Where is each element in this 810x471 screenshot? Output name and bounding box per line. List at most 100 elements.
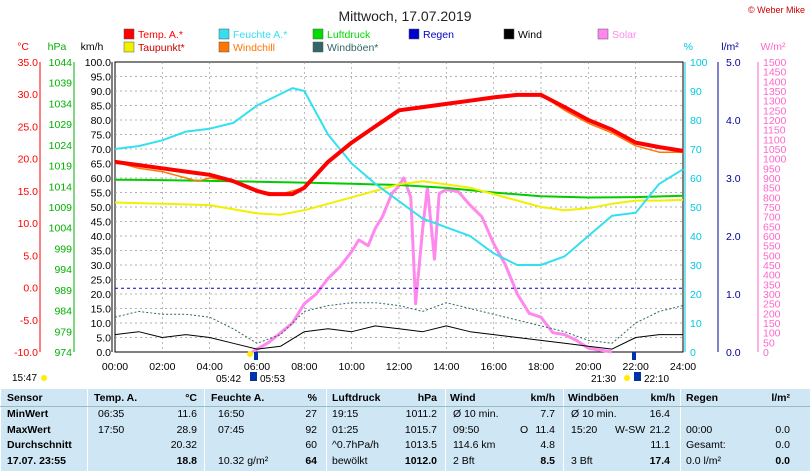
axis-tick-solar: 250 bbox=[763, 299, 781, 311]
axis-tick-rain: 5.0 bbox=[726, 57, 741, 69]
axis-tick-c: 5.0 bbox=[23, 250, 38, 262]
axis-tick-c: -5.0 bbox=[20, 315, 38, 327]
axis-tick-kmh: 60.0 bbox=[91, 173, 112, 185]
axis-tick-kmh: 20.0 bbox=[91, 289, 112, 301]
hum-value: 27 bbox=[305, 408, 317, 420]
legend-label: Solar bbox=[612, 29, 637, 41]
moon-icon bbox=[634, 372, 641, 381]
sunrise-time-2: 05:53 bbox=[260, 374, 285, 385]
axis-tick-kmh: 25.0 bbox=[91, 275, 112, 287]
axis-tick-kmh: 80.0 bbox=[91, 115, 112, 127]
axis-tick-kmh: 90.0 bbox=[91, 86, 112, 98]
rain-value: 0.0 bbox=[775, 439, 790, 451]
axis-tick-solar: 950 bbox=[763, 163, 781, 175]
press-value: 1015.7 bbox=[404, 423, 437, 436]
row-label: MinWert bbox=[7, 408, 49, 420]
legend-label: Luftdruck bbox=[327, 29, 371, 41]
legend-swatch bbox=[312, 41, 324, 53]
table-divider bbox=[87, 389, 88, 471]
press-value: 1012.0 bbox=[404, 454, 437, 467]
temp-value: 18.8 bbox=[176, 454, 197, 467]
axis-tick-hpa: 999 bbox=[54, 243, 72, 255]
axis-unit-kmh: km/h bbox=[81, 41, 104, 53]
legend-swatch bbox=[503, 28, 515, 40]
axis-tick-hpa: 979 bbox=[54, 326, 72, 338]
wind-label: 09:50 bbox=[453, 423, 480, 436]
chart-title: Mittwoch, 17.07.2019 bbox=[338, 8, 471, 24]
axis-unit-solar: W/m² bbox=[760, 41, 786, 53]
axis-tick-c: 10.0 bbox=[18, 218, 39, 230]
temp-time: 17:50 bbox=[98, 423, 125, 436]
legend-label: Windchill bbox=[233, 42, 275, 54]
table-divider bbox=[445, 389, 446, 471]
axis-tick-hpa: 1039 bbox=[49, 78, 73, 90]
axis-tick-solar: 1500 bbox=[763, 57, 787, 69]
axis-tick-kmh: 75.0 bbox=[91, 130, 112, 142]
weather-chart: Mittwoch, 17.07.2019 © Weber Mike Temp. … bbox=[12, 5, 805, 385]
axis-tick-pct: 40 bbox=[690, 231, 702, 243]
hum-time: 10.32 g/m² bbox=[218, 454, 269, 467]
axis-tick-solar: 1300 bbox=[763, 96, 787, 108]
axis-tick-hpa: 1009 bbox=[49, 202, 73, 214]
rain-value: 0.0 bbox=[775, 423, 790, 436]
x-tick-label: 12:00 bbox=[386, 361, 412, 373]
axis-tick-solar: 0 bbox=[763, 347, 769, 359]
legend-swatch bbox=[123, 28, 135, 40]
rain-label: 00:00 bbox=[686, 423, 713, 436]
header-gust-unit: km/h bbox=[650, 392, 675, 404]
axis-tick-hpa: 1024 bbox=[49, 140, 73, 152]
legend-swatch bbox=[312, 28, 324, 40]
wind-value: 7.7 bbox=[540, 408, 555, 420]
axis-tick-rain: 1.0 bbox=[726, 289, 741, 301]
header-sensor: Sensor bbox=[7, 392, 43, 404]
sun-icon bbox=[41, 375, 47, 381]
axis-tick-kmh: 65.0 bbox=[91, 159, 112, 171]
axis-tick-solar: 1000 bbox=[763, 154, 787, 166]
gust-label: Ø 10 min. bbox=[571, 408, 617, 420]
axis-tick-solar: 1150 bbox=[763, 125, 786, 137]
axis-tick-kmh: 0.0 bbox=[96, 347, 111, 359]
header-wind-unit: km/h bbox=[530, 392, 555, 404]
press-value: 1013.5 bbox=[404, 439, 437, 451]
press-time: 01:25 bbox=[332, 423, 359, 436]
axis-tick-rain: 2.0 bbox=[726, 231, 741, 243]
table-divider bbox=[563, 389, 564, 471]
axis-tick-hpa: 1044 bbox=[49, 57, 73, 69]
axis-tick-rain: 4.0 bbox=[726, 115, 741, 127]
axis-tick-hpa: 994 bbox=[54, 264, 72, 276]
axis-tick-solar: 100 bbox=[763, 328, 781, 340]
axis-tick-kmh: 15.0 bbox=[91, 304, 112, 316]
axis-tick-pct: 20 bbox=[690, 289, 702, 301]
axis-tick-c: 0.0 bbox=[23, 283, 38, 295]
sun-icon bbox=[247, 351, 253, 357]
axis-tick-hpa: 984 bbox=[54, 306, 72, 318]
wind-label: Ø 10 min. bbox=[453, 408, 499, 420]
axis-tick-kmh: 70.0 bbox=[91, 144, 112, 156]
table-divider bbox=[204, 389, 205, 471]
sunrise-time: 05:42 bbox=[216, 374, 241, 385]
rain-label: Gesamt: bbox=[686, 439, 726, 451]
legend-label: Taupunkt* bbox=[138, 42, 185, 54]
wind-label: 114.6 km bbox=[453, 439, 496, 451]
header-press: Luftdruck bbox=[332, 392, 381, 404]
axis-tick-c: 25.0 bbox=[18, 121, 39, 133]
gust-label: 3 Bft bbox=[571, 454, 593, 467]
axis-tick-c: 30.0 bbox=[18, 89, 39, 101]
axis-tick-c: -10.0 bbox=[14, 347, 38, 359]
axis-tick-solar: 1350 bbox=[763, 86, 787, 98]
press-time: 19:15 bbox=[332, 408, 359, 420]
table-divider bbox=[326, 389, 327, 471]
axis-tick-solar: 400 bbox=[763, 270, 781, 282]
table-divider bbox=[680, 389, 681, 471]
gust-direction: W-SW bbox=[615, 423, 646, 436]
moon-marker bbox=[632, 352, 636, 360]
legend-swatch bbox=[123, 41, 135, 53]
wind-value: 11.4 bbox=[535, 423, 555, 436]
axis-tick-solar: 900 bbox=[763, 173, 781, 185]
axis-tick-solar: 50 bbox=[763, 337, 775, 349]
header-rain-unit: l/m² bbox=[771, 392, 790, 404]
temp-time: 06:35 bbox=[98, 408, 125, 420]
axis-unit-c: °C bbox=[17, 41, 29, 53]
legend-swatch bbox=[597, 28, 609, 40]
axis-tick-solar: 600 bbox=[763, 231, 781, 243]
